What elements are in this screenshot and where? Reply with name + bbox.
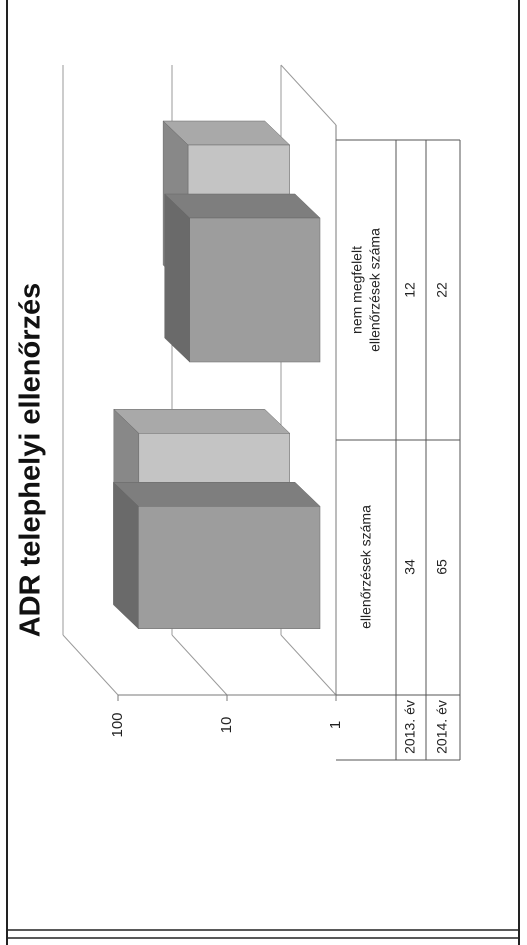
bar-top-face xyxy=(113,409,291,434)
bar-end-face xyxy=(113,481,139,630)
chart-title: ADR telephelyi ellenőrzés xyxy=(15,283,47,638)
bar-1-1 xyxy=(164,193,321,363)
data-label: 22 xyxy=(434,282,450,298)
category-label: nem megfelelt xyxy=(349,246,365,334)
gridline-floor xyxy=(171,634,228,696)
bars xyxy=(112,120,321,630)
gridline-floor xyxy=(280,634,337,696)
data-label: 12 xyxy=(402,282,418,298)
axis-tick-label: 10 xyxy=(218,717,235,734)
bar-1-0 xyxy=(112,481,321,630)
legend-series-label: 2013. év xyxy=(402,700,418,754)
data-table: 2013. év 34 12 2014. év 65 22 ellenőrzések szá… xyxy=(336,139,461,761)
data-label: 65 xyxy=(434,559,450,575)
bar-end-face xyxy=(164,193,190,363)
bar-front-face xyxy=(189,217,321,363)
floor-back-edge xyxy=(280,64,337,126)
category-label: ellenőrzések száma xyxy=(358,505,374,629)
axis-tick-label: 1 xyxy=(327,721,344,729)
legend-series-label: 2014. év xyxy=(434,700,450,754)
value-axis: 1 10 100 xyxy=(109,125,344,738)
bar-top-face xyxy=(112,482,321,507)
data-label: 34 xyxy=(402,559,418,575)
axis-tick-label: 100 xyxy=(109,712,126,737)
gridline-floor xyxy=(62,634,119,696)
bar-front-face xyxy=(138,506,321,629)
page-border xyxy=(6,0,520,945)
category-label: ellenőrzések száma xyxy=(367,228,383,352)
bar-top-face xyxy=(164,193,321,219)
